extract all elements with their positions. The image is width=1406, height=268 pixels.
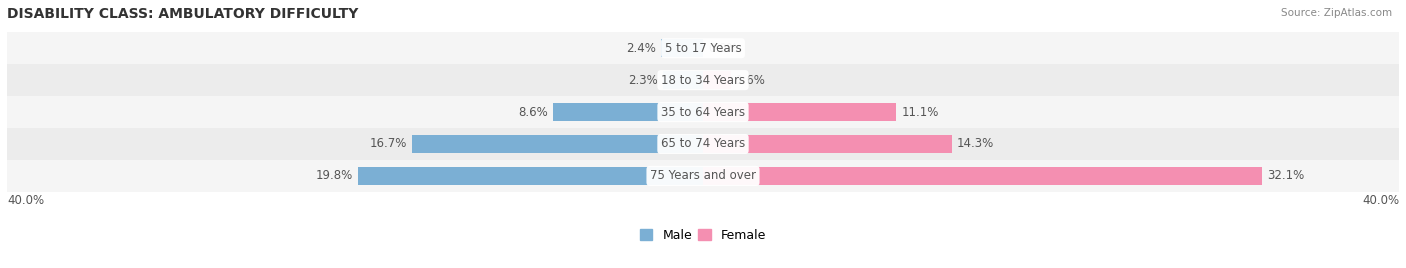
Text: 19.8%: 19.8%	[316, 169, 353, 183]
Bar	[703, 71, 731, 89]
Text: 32.1%: 32.1%	[1267, 169, 1303, 183]
Bar	[664, 71, 703, 89]
Text: 40.0%: 40.0%	[1362, 195, 1399, 207]
Text: 2.3%: 2.3%	[628, 74, 658, 87]
Bar	[7, 96, 1399, 128]
Bar	[703, 167, 1261, 185]
Text: 35 to 64 Years: 35 to 64 Years	[661, 106, 745, 118]
Text: 2.4%: 2.4%	[626, 42, 657, 55]
Bar	[554, 103, 703, 121]
Bar	[7, 64, 1399, 96]
Text: 1.6%: 1.6%	[737, 74, 766, 87]
Bar	[7, 32, 1399, 64]
Legend: Male, Female: Male, Female	[636, 224, 770, 247]
Text: 65 to 74 Years: 65 to 74 Years	[661, 137, 745, 151]
Text: Source: ZipAtlas.com: Source: ZipAtlas.com	[1281, 8, 1392, 18]
Bar	[703, 103, 896, 121]
Bar	[7, 160, 1399, 192]
Bar	[359, 167, 703, 185]
Text: DISABILITY CLASS: AMBULATORY DIFFICULTY: DISABILITY CLASS: AMBULATORY DIFFICULTY	[7, 7, 359, 21]
Text: 18 to 34 Years: 18 to 34 Years	[661, 74, 745, 87]
Text: 16.7%: 16.7%	[370, 137, 408, 151]
Text: 0.0%: 0.0%	[709, 42, 738, 55]
Text: 8.6%: 8.6%	[519, 106, 548, 118]
Text: 11.1%: 11.1%	[901, 106, 939, 118]
Bar	[7, 128, 1399, 160]
Bar	[661, 39, 703, 57]
Text: 5 to 17 Years: 5 to 17 Years	[665, 42, 741, 55]
Text: 40.0%: 40.0%	[7, 195, 44, 207]
Bar	[703, 135, 952, 153]
Text: 14.3%: 14.3%	[957, 137, 994, 151]
Text: 75 Years and over: 75 Years and over	[650, 169, 756, 183]
Bar	[412, 135, 703, 153]
